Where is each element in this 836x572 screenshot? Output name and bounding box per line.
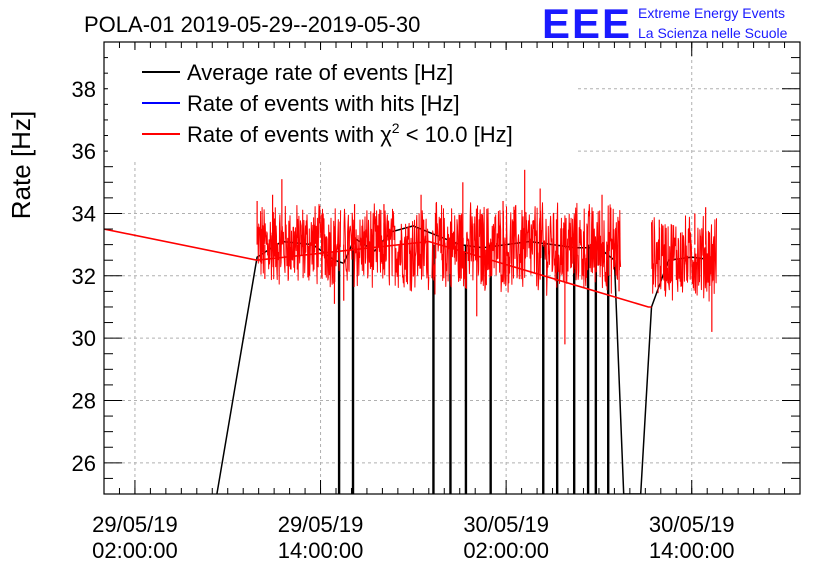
y-tick-label: 38 [72,77,96,102]
logo-line-2: La Scienza nelle Scuole [638,25,788,41]
x-tick-label-time: 02:00:00 [92,538,178,563]
y-tick-label: 32 [72,264,96,289]
x-tick-label-time: 14:00:00 [649,538,735,563]
chart-title: POLA-01 2019-05-29--2019-05-30 [84,12,420,37]
x-tick-label-time: 14:00:00 [278,538,364,563]
legend-label-avg: Average rate of events [Hz] [187,60,453,85]
series-chi2-noise [343,203,430,292]
series-chi2-baseline [104,228,652,308]
series-chi2-noise [651,215,717,302]
series-chi2-noise [256,203,342,288]
x-tick-labels: 29/05/1902:00:0029/05/1914:00:0030/05/19… [92,512,734,563]
x-tick-label-time: 02:00:00 [463,538,549,563]
logo-line-1: Extreme Energy Events [638,5,785,21]
legend: Average rate of events [Hz] Rate of even… [108,50,578,160]
legend-label-hits: Rate of events with hits [Hz] [187,91,460,116]
x-tick-label-date: 30/05/19 [649,512,735,537]
plot-frame [103,41,801,495]
legend-label-chi2: Rate of events with χ2 < 10.0 [Hz] [187,120,513,147]
y-tick-label: 26 [72,451,96,476]
plot-area [104,169,717,494]
y-tick-label: 34 [72,201,96,226]
x-tick-label-date: 29/05/19 [92,512,178,537]
y-tick-label: 36 [72,139,96,164]
x-tick-label-date: 30/05/19 [463,512,549,537]
legend-bg [108,50,578,160]
y-tick-label: 30 [72,326,96,351]
y-axis-label: Rate [Hz] [6,111,36,219]
axis-ticks [103,41,801,495]
y-tick-labels: 26 28 30 32 34 36 38 [72,77,96,476]
y-tick-label: 28 [72,388,96,413]
eee-logo: EEE Extreme Energy Events La Scienza nel… [542,0,788,47]
series-chi2-noise [431,201,622,296]
x-tick-label-date: 29/05/19 [278,512,364,537]
eee-logo-mark: EEE [542,0,632,47]
